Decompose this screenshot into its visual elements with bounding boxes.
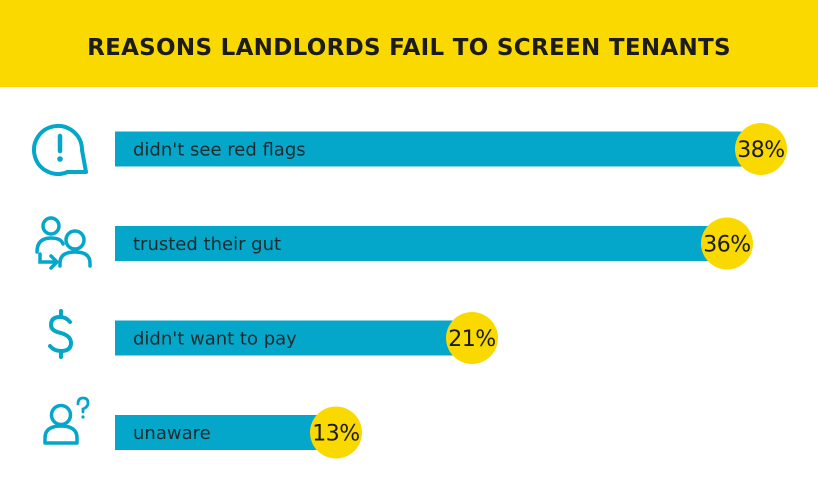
chart-title: REASONS LANDLORDS FAIL TO SCREEN TENANTS xyxy=(87,34,731,61)
dollar-icon xyxy=(48,309,74,359)
category-label: didn't want to pay xyxy=(133,329,297,350)
value-label: 13% xyxy=(312,422,359,447)
exclamation-circle-icon xyxy=(32,124,88,176)
value-badge xyxy=(310,406,362,459)
title-banner: REASONS LANDLORDS FAIL TO SCREEN TENANTS xyxy=(0,0,818,87)
category-label: unaware xyxy=(133,423,211,444)
bar xyxy=(115,320,472,356)
person-question-icon xyxy=(43,396,90,445)
bar xyxy=(115,226,727,261)
value-badge xyxy=(735,123,787,175)
users-switch-icon xyxy=(35,216,92,270)
value-label: 38% xyxy=(737,138,784,163)
bar xyxy=(115,415,336,450)
value-badge xyxy=(446,312,498,364)
value-label: 36% xyxy=(703,233,750,258)
value-label: 21% xyxy=(448,327,495,352)
category-label: didn't see red flags xyxy=(133,140,306,161)
value-badge xyxy=(701,217,753,270)
bar xyxy=(115,131,761,167)
category-label: trusted their gut xyxy=(133,234,281,255)
